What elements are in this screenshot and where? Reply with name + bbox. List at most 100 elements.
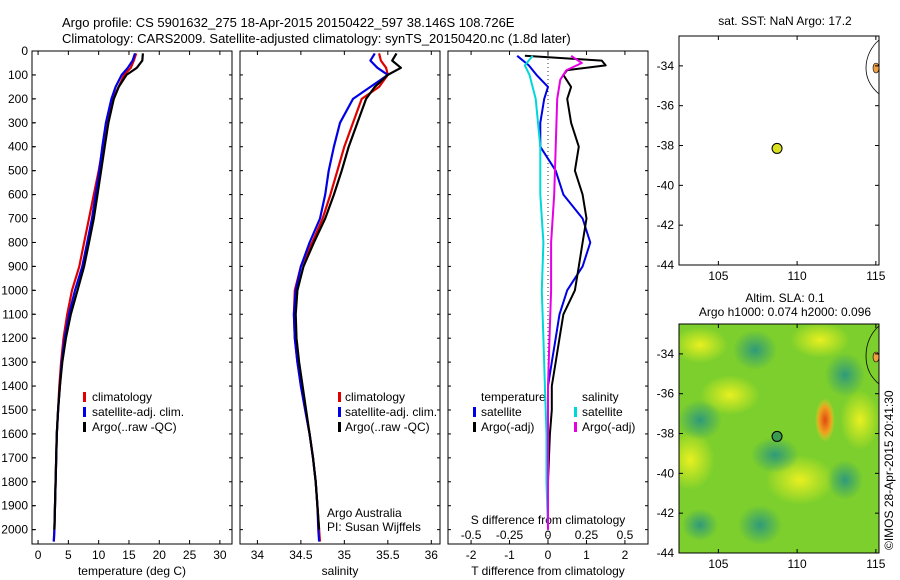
map-x-tick-label: 105 (708, 557, 728, 571)
sst-warm-patch (872, 62, 880, 74)
x-tick-label: 34 (251, 548, 265, 562)
depth-tick-label: 1500 (1, 403, 28, 417)
x-tick-label: 34.5 (289, 548, 313, 562)
map-y-tick-label: -34 (657, 59, 675, 73)
legend-temperature-title: temperature (481, 390, 546, 404)
map-y-tick-label: -38 (657, 139, 675, 153)
sla-warm-blob (815, 398, 835, 442)
legend-swatch-satellite (338, 407, 341, 417)
sla-blob (827, 460, 863, 500)
depth-tick-label: 700 (8, 212, 28, 226)
x-tick-label: 1 (583, 548, 590, 562)
sla-blob (738, 505, 782, 545)
sla-blob (679, 430, 715, 490)
x-tick-label: 0 (35, 548, 42, 562)
map-y-tick-label: -36 (657, 387, 675, 401)
x-tick-label: -2 (466, 548, 477, 562)
sla-blob (700, 375, 760, 415)
series-line-argo-raw-qc- (53, 53, 144, 530)
temperature-legend: climatology satellite-adj. clim. Argo(..… (83, 390, 184, 434)
map-x-tick-label: 110 (788, 557, 807, 571)
sla-blob (790, 324, 850, 358)
depth-tick-label: 100 (8, 68, 28, 82)
map-y-tick-label: -38 (657, 427, 675, 441)
x-tick-label: -1 (504, 548, 515, 562)
sla-blob (679, 327, 728, 363)
map-y-tick-label: -40 (657, 178, 675, 192)
sla-blob (679, 400, 722, 440)
map-y-tick-label: -34 (657, 347, 675, 361)
sla-heatmap (679, 324, 879, 553)
map-x-tick-label: 110 (788, 269, 807, 283)
s-tick-label: 0.5 (617, 528, 634, 542)
difference-panel: T difference from climatology S differen… (447, 50, 649, 578)
sla-blob (733, 330, 777, 370)
legend-argo: Argo(..raw -QC) (92, 420, 177, 434)
sla-title-line2: Argo h1000: 0.074 h2000: 0.096 (699, 305, 871, 319)
argo-australia-label: Argo Australia (327, 506, 402, 520)
legend-swatch-s-argo (574, 422, 577, 432)
depth-tick-label: 1400 (1, 379, 28, 393)
depth-tick-label: 900 (8, 259, 28, 273)
sst-coast-contour (865, 39, 880, 95)
sla-blob (840, 390, 879, 450)
map-y-tick-label: -36 (657, 99, 675, 113)
salinity-xlabel: salinity (322, 564, 359, 578)
x-tick-label: 0 (545, 548, 552, 562)
legend-argo: Argo(..raw -QC) (345, 420, 430, 434)
x-tick-label: 35 (338, 548, 352, 562)
depth-tick-label: 800 (8, 235, 28, 249)
map-x-tick-label: 105 (708, 269, 728, 283)
header-line2: Climatology: CARS2009. Satellite-adjuste… (62, 31, 571, 46)
argo-location-marker (771, 142, 783, 154)
sla-blob (682, 509, 718, 541)
argo-location-marker (771, 430, 783, 442)
depth-tick-label: 1000 (1, 283, 28, 297)
salinity-panel: salinity climatology satellite-adj. clim… (239, 50, 441, 578)
sla-map-panel: Altim. SLA: 0.1 Argo h1000: 0.074 h2000:… (657, 291, 896, 571)
depth-tick-label: 1300 (1, 355, 28, 369)
map-y-tick-label: -42 (657, 506, 675, 520)
imos-credit: ©IMOS 28-Apr-2015 20:41:30 (882, 390, 896, 550)
sla-coast-contour (865, 325, 879, 385)
depth-tick-label: 1900 (1, 499, 28, 513)
depth-tick-label: 1800 (1, 475, 28, 489)
series-line-s-argo-adj- (547, 54, 583, 530)
legend-swatch-t-argo (473, 422, 476, 432)
depth-tick-label: 200 (8, 92, 28, 106)
temperature-xlabel: temperature (deg C) (78, 564, 186, 578)
temperature-panel: temperature (deg C) climatology satellit… (1, 44, 233, 578)
x-tick-label: 2 (622, 548, 629, 562)
x-tick-label: 5 (65, 548, 72, 562)
legend-climatology: climatology (345, 390, 405, 404)
series-line-argo-raw-qc- (294, 52, 402, 530)
legend-t-argo: Argo(-adj) (481, 420, 534, 434)
map-y-tick-label: -40 (657, 466, 675, 480)
s-tick-label: -0.5 (461, 528, 482, 542)
depth-tick-label: 400 (8, 140, 28, 154)
x-tick-label: 36 (425, 548, 439, 562)
depth-tick-label: 300 (8, 116, 28, 130)
s-tick-label: 0 (545, 528, 552, 542)
legend-swatch-argo (83, 422, 86, 432)
depth-tick-label: 1700 (1, 451, 28, 465)
sla-map-frame (678, 323, 880, 554)
sla-blob (825, 353, 865, 397)
x-tick-label: 15 (122, 548, 136, 562)
map-x-tick-label: 115 (866, 269, 885, 283)
series-line-s-satellite (523, 55, 549, 530)
x-tick-label: 10 (92, 548, 106, 562)
legend-swatch-s-satellite (574, 407, 577, 417)
depth-tick-label: 1100 (2, 307, 28, 321)
difference-xlabel: T difference from climatology (471, 564, 625, 578)
legend-salinity-title: salinity (582, 390, 619, 404)
map-y-tick-label: -42 (657, 218, 675, 232)
legend-swatch-argo (338, 422, 341, 432)
depth-tick-label: 1200 (1, 331, 28, 345)
map-x-tick-label: 115 (866, 557, 885, 571)
s-tick-label: 0.25 (575, 528, 599, 542)
x-tick-label: 35.5 (376, 548, 400, 562)
s-tick-label: -0.25 (496, 528, 524, 542)
x-tick-label: 20 (153, 548, 167, 562)
legend-climatology: climatology (92, 390, 152, 404)
